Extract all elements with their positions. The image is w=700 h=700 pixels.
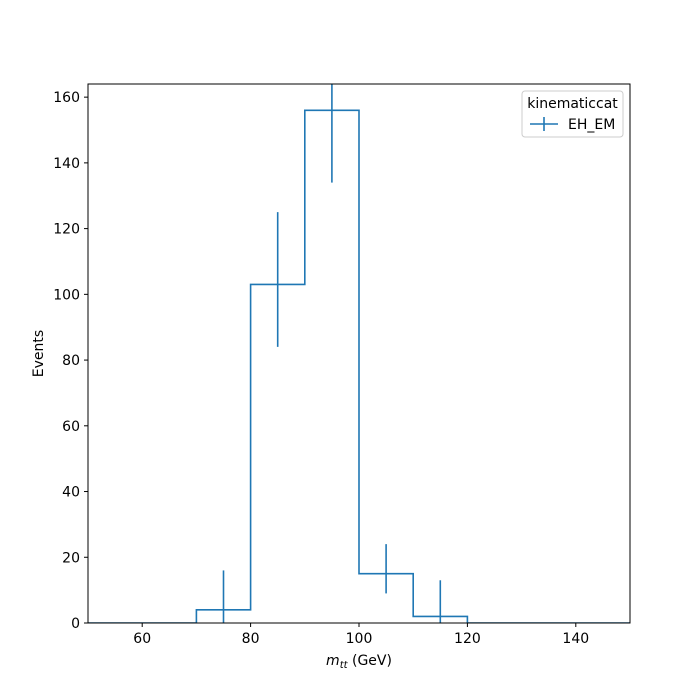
x-axis-label-subscript: tt (340, 660, 349, 671)
histogram-step-line (88, 109, 630, 623)
legend-box (521, 90, 624, 138)
x-tick-label: 120 (454, 631, 481, 647)
y-tick-label: 40 (62, 485, 80, 501)
x-tick-label: 80 (242, 631, 260, 647)
legend-label: EH_EM (568, 117, 615, 133)
y-tick-label: 120 (53, 222, 80, 238)
y-tick-label: 80 (62, 353, 80, 369)
y-tick-label: 60 (62, 419, 80, 435)
y-tick-label: 100 (53, 287, 80, 303)
x-tick-label: 140 (562, 631, 589, 647)
x-axis-label: mtt (GeV) (326, 653, 392, 671)
legend: kinematiccat EH_EM (521, 90, 624, 138)
x-axis-label-unit: (GeV) (348, 653, 392, 669)
data-marks (88, 84, 630, 623)
y-tick-label: 20 (62, 550, 80, 566)
y-axis-label: Events (31, 330, 47, 377)
x-tick-label: 60 (133, 631, 151, 647)
y-tick-label: 0 (71, 616, 80, 632)
x-axis-ticks: 60 80 100 120 140 (133, 623, 589, 647)
y-axis-ticks: 0 20 40 60 80 100 120 140 160 (53, 90, 88, 632)
legend-title: kinematiccat (527, 96, 618, 112)
y-tick-label: 140 (53, 156, 80, 172)
legend-entries: EH_EM (530, 117, 615, 133)
x-tick-label: 100 (346, 631, 373, 647)
x-axis-label-symbol: m (326, 653, 340, 669)
y-tick-label: 160 (53, 90, 80, 106)
